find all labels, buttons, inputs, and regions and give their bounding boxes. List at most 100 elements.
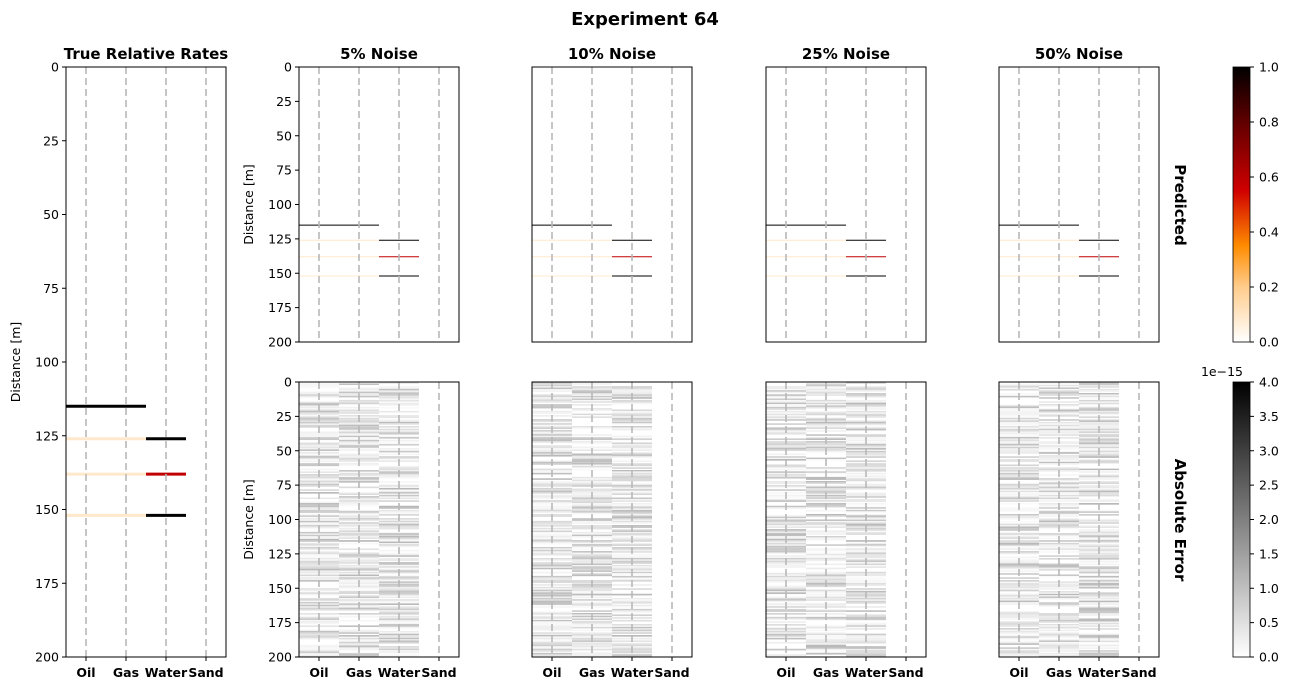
error-cell — [572, 490, 612, 493]
error-cell — [339, 421, 379, 424]
error-cell — [379, 443, 419, 446]
error-cell — [379, 423, 419, 425]
error-cell — [379, 641, 419, 644]
error-cell — [766, 388, 806, 391]
axes-frame — [531, 66, 693, 343]
error-cell — [999, 564, 1039, 567]
error-cell — [379, 487, 419, 490]
error-cell — [806, 457, 846, 460]
error-cell — [532, 434, 572, 436]
error-cell — [339, 534, 379, 537]
error-cell — [379, 391, 419, 394]
error-cell — [532, 399, 572, 402]
error-cell — [806, 608, 846, 611]
error-cell — [339, 456, 379, 458]
error-cell — [806, 487, 846, 490]
error-cell — [1039, 446, 1079, 449]
error-cell — [766, 577, 806, 579]
error-cell — [999, 567, 1039, 570]
colorbar-tick-label: 0.0 — [1259, 650, 1279, 665]
error-cell — [572, 479, 612, 482]
error-cell — [1079, 652, 1119, 655]
error-cell — [806, 567, 846, 570]
error-cell — [572, 413, 612, 416]
error-cell — [766, 575, 806, 578]
error-cell — [612, 643, 652, 645]
error-cell — [1079, 522, 1119, 524]
y-tick-label: 150 — [35, 502, 59, 517]
error-cell — [299, 421, 339, 424]
error-cell — [846, 402, 886, 405]
error-cell — [612, 445, 652, 447]
error-cell — [572, 542, 612, 545]
error-cell — [766, 531, 806, 534]
error-cell — [766, 443, 806, 446]
error-cell — [1079, 575, 1119, 578]
x-tick-label-gas: Gas — [813, 665, 839, 680]
error-cell — [999, 600, 1039, 603]
y-tick-label: 125 — [35, 428, 59, 443]
error-cell — [339, 454, 379, 457]
error-cell — [612, 487, 652, 490]
error-cell — [379, 577, 419, 579]
y-tick-label: 75 — [276, 478, 292, 493]
error-cell — [612, 454, 652, 457]
error-cell — [532, 487, 572, 490]
error-cell — [1079, 445, 1119, 447]
error-cell — [532, 597, 572, 600]
error-cell — [766, 390, 806, 392]
error-cell — [846, 522, 886, 524]
error-cell — [572, 465, 612, 468]
error-cell — [806, 446, 846, 449]
y-tick-label: 200 — [268, 335, 292, 350]
error-cell — [1079, 555, 1119, 557]
error-cell — [999, 589, 1039, 592]
error-cell — [532, 435, 572, 438]
error-cell — [846, 476, 886, 479]
error-cell — [379, 611, 419, 614]
error-cell — [339, 445, 379, 447]
error-cell — [339, 567, 379, 570]
error-cell — [766, 457, 806, 460]
error-cell — [846, 622, 886, 625]
error-cell — [766, 566, 806, 568]
error-cell — [379, 534, 419, 537]
error-cell — [846, 641, 886, 644]
error-cell — [1039, 468, 1079, 471]
error-cell — [339, 600, 379, 603]
error-cell — [299, 597, 339, 600]
error-cell — [1079, 608, 1119, 611]
error-cell — [612, 566, 652, 568]
error-cell — [1039, 588, 1079, 590]
error-cell — [532, 600, 572, 603]
error-cell — [572, 456, 612, 458]
error-cell — [612, 413, 652, 416]
error-cell — [612, 555, 652, 557]
error-cell — [612, 435, 652, 438]
error-cell — [379, 457, 419, 460]
x-tick-label-oil: Oil — [776, 665, 795, 680]
error-cell — [846, 479, 886, 482]
error-cell — [532, 533, 572, 535]
panel-title: 50% Noise — [1035, 45, 1123, 63]
y-tick-label: 150 — [268, 266, 292, 281]
error-cell — [1079, 566, 1119, 568]
error-cell — [1079, 520, 1119, 523]
error-cell — [806, 434, 846, 436]
error-cell — [766, 476, 806, 479]
colorbar-tick-label: 1.5 — [1259, 546, 1279, 561]
panel-predicted-1: 10% Noise — [531, 45, 693, 343]
panel-predicted-2: 25% Noise — [765, 45, 927, 343]
error-cell — [1079, 586, 1119, 589]
error-cell — [846, 421, 886, 424]
error-cell — [1039, 388, 1079, 391]
error-cell — [299, 622, 339, 625]
error-cell — [379, 465, 419, 468]
error-cell — [846, 578, 886, 581]
error-cell — [846, 445, 886, 447]
error-cell — [299, 542, 339, 545]
error-cell — [999, 487, 1039, 490]
error-cell — [299, 446, 339, 449]
error-cell — [379, 421, 419, 424]
error-cell — [846, 556, 886, 559]
